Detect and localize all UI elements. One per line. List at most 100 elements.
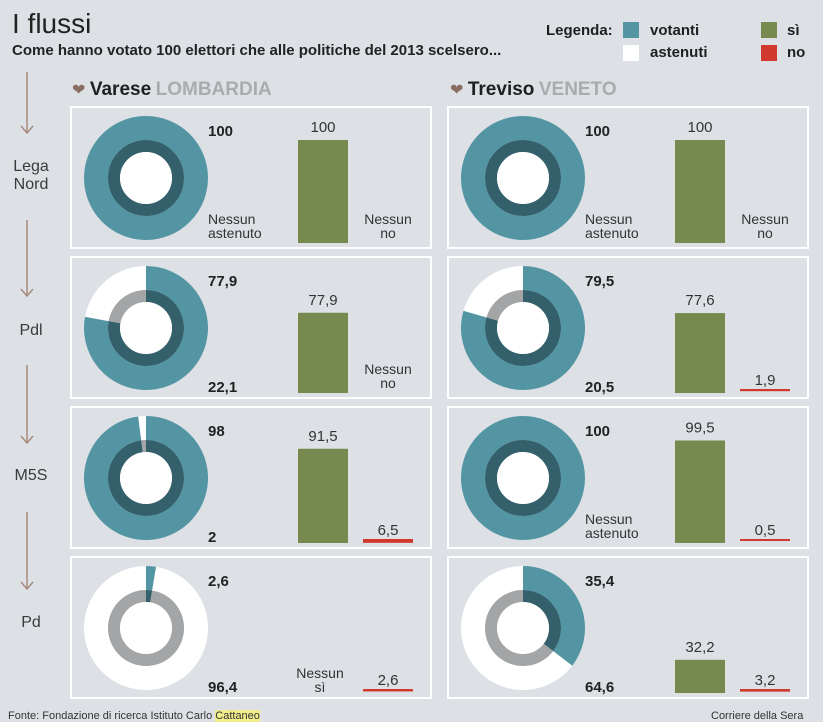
label-si: 32,2	[685, 639, 714, 656]
bar-si	[298, 448, 348, 543]
heart-icon: ❤	[450, 82, 464, 99]
label-no: 6,5	[378, 522, 399, 539]
panel-pd-varese: 2,6 96,4 Nessun sì 2,6	[70, 556, 432, 699]
donut-hole	[120, 452, 172, 504]
party-arrows	[20, 72, 34, 591]
region-name: LOMBARDIA	[155, 79, 272, 100]
label-si: 91,5	[308, 428, 337, 445]
party-label-m5s: M5S	[14, 467, 48, 484]
donut-votanti-slice	[461, 266, 585, 390]
legend-text-no: no	[787, 44, 806, 61]
label-no: 0,5	[755, 522, 776, 539]
donut-hole	[120, 152, 172, 204]
legend-swatch-votanti	[623, 22, 639, 38]
panel-chart: 98 2 91,5 6,5	[84, 416, 413, 546]
label-votanti: 100	[585, 123, 610, 140]
donut-hole	[120, 602, 172, 654]
donut-votanti-inner	[108, 140, 184, 216]
note-no: Nessun no	[364, 361, 411, 391]
panel-chart: 100 Nessun astenuto 100 Nessun no	[461, 116, 789, 243]
bar-si	[298, 140, 348, 243]
donut-hole	[120, 302, 172, 354]
donut-astenuti-inner	[108, 290, 146, 324]
credit: Corriere della Sera	[711, 710, 804, 722]
label-no: 1,9	[755, 372, 776, 389]
donut-votanti-inner	[485, 440, 561, 516]
panel-chart: 35,4 64,6 32,2 3,2	[461, 566, 790, 696]
donut-votanti-inner	[146, 590, 153, 603]
bar-no	[740, 689, 790, 692]
donut-astenuti-inner	[141, 440, 146, 453]
donut-astenuti-slice	[463, 266, 523, 318]
label-astenuti: 20,5	[585, 379, 614, 396]
note-astenuti: Nessun astenuto	[585, 511, 639, 541]
donut-astenuti-slice	[461, 566, 573, 690]
region-header-treviso: ❤ Treviso VENETO	[450, 79, 617, 101]
source-highlight: Cattaneo	[215, 710, 260, 722]
label-astenuti: 2	[208, 529, 216, 546]
legend-text-si: sì	[787, 22, 800, 39]
donut-votanti-inner	[107, 440, 184, 516]
bar-no	[740, 389, 790, 392]
panel-chart: 100 Nessun astenuto 100 Nessun no	[84, 116, 412, 243]
chart-title: I flussi	[12, 8, 92, 39]
donut-votanti-inner	[485, 140, 561, 216]
party-label-lega-nord: Lega Nord	[13, 158, 49, 193]
source-note: Fonte: Fondazione di ricerca Istituto Ca…	[8, 710, 260, 722]
label-no: 3,2	[755, 672, 776, 689]
legend-swatch-no	[761, 45, 777, 61]
donut-votanti-slice	[84, 266, 208, 390]
label-si: 77,6	[685, 292, 714, 309]
legend-text-votanti: votanti	[650, 22, 700, 39]
panel-m5s-treviso: 100 Nessun astenuto 99,5 0,5	[447, 406, 809, 549]
label-votanti: 100	[208, 123, 233, 140]
donut-votanti-slice	[84, 416, 208, 540]
donut-astenuti-slice	[138, 416, 146, 441]
bar-si	[675, 440, 725, 543]
panel-chart: 77,9 22,1 77,9 Nessun no	[84, 266, 412, 396]
bar-no	[740, 539, 790, 541]
donut-astenuti-slice	[83, 566, 208, 690]
city-name: Varese	[89, 79, 152, 100]
label-astenuti: 22,1	[208, 379, 237, 396]
bar-si	[675, 659, 725, 693]
label-votanti: 35,4	[585, 573, 615, 590]
panel-m5s-varese: 98 2 91,5 6,5	[70, 406, 432, 549]
heart-icon: ❤	[72, 82, 86, 99]
label-si: 100	[310, 119, 335, 136]
region-header-varese: ❤ Varese LOMBARDIA	[72, 79, 272, 101]
legend-swatch-astenuti	[623, 45, 639, 61]
donut-hole	[497, 302, 549, 354]
label-astenuti: 96,4	[208, 679, 238, 696]
bar-no	[363, 539, 413, 543]
bar-no	[363, 689, 413, 692]
donut-votanti-inner	[485, 290, 561, 366]
label-si: 77,9	[308, 292, 337, 309]
note-no: Nessun no	[364, 211, 411, 241]
donut-hole	[497, 602, 549, 654]
label-votanti: 79,5	[585, 273, 614, 290]
donut-hole	[497, 152, 549, 204]
note-no: Nessun no	[741, 211, 788, 241]
panel-chart: 79,5 20,5 77,6 1,9	[461, 266, 790, 396]
donut-votanti-slice	[146, 566, 157, 591]
donut-astenuti-inner	[485, 590, 554, 666]
bar-si	[675, 313, 725, 393]
donut-astenuti-inner	[486, 290, 523, 321]
label-si: 99,5	[685, 420, 714, 437]
donut-votanti-slice	[461, 116, 585, 240]
donut-votanti-slice	[84, 116, 208, 240]
donut-votanti-slice	[523, 566, 585, 666]
label-si: 100	[687, 119, 712, 136]
note-astenuti: Nessun astenuto	[585, 211, 639, 241]
panel-pdl-treviso: 79,5 20,5 77,6 1,9	[447, 256, 809, 399]
note-si: Nessun sì	[296, 665, 343, 695]
donut-votanti-slice	[461, 416, 585, 540]
legend-label: Legenda:	[546, 22, 613, 39]
donut-votanti-inner	[108, 290, 185, 366]
panel-pd-treviso: 35,4 64,6 32,2 3,2	[447, 556, 809, 699]
panel-chart: 2,6 96,4 Nessun sì 2,6	[83, 566, 413, 696]
party-label-pd: Pd	[21, 614, 41, 631]
legend-swatch-si	[761, 22, 777, 38]
panel-lega-nord-treviso: 100 Nessun astenuto 100 Nessun no	[447, 106, 809, 249]
